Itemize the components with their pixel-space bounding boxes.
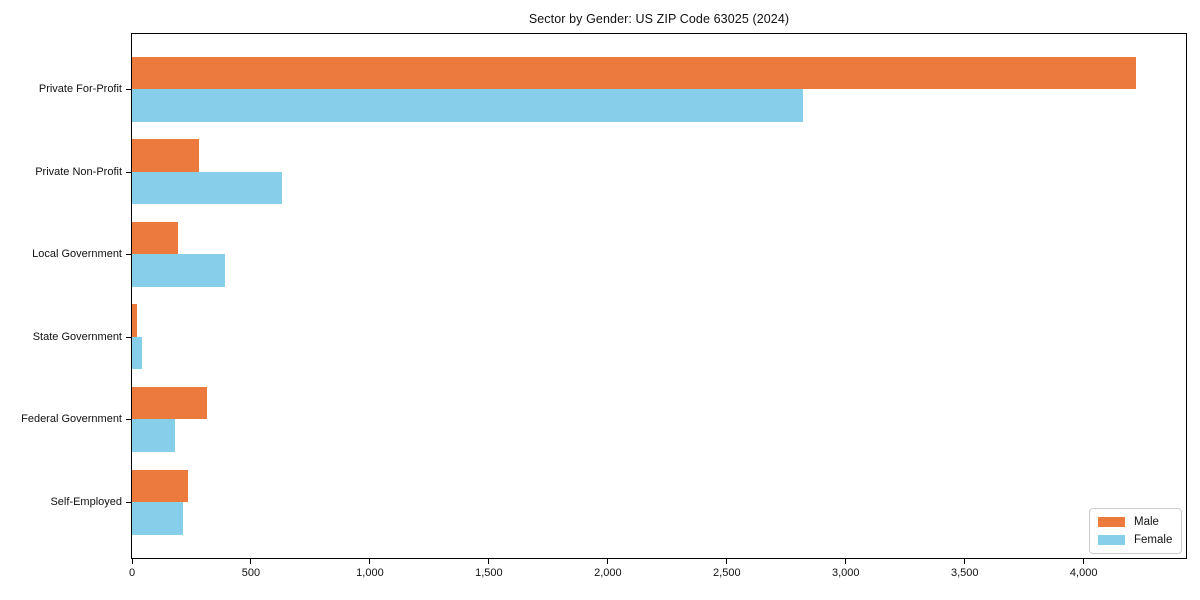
- male-swatch-icon: [1098, 517, 1125, 527]
- x-tick-label: 1,500: [475, 567, 503, 579]
- y-tick-mark: [126, 502, 132, 503]
- bar-female-federal-government: [132, 419, 175, 452]
- x-tick-mark: [131, 558, 133, 564]
- y-axis-label-self-employed: Self-Employed: [50, 496, 122, 508]
- bar-female-private-non-profit: [132, 171, 282, 205]
- x-tick-label: 1,000: [356, 567, 384, 579]
- y-tick-mark: [126, 89, 132, 90]
- legend: Male Female: [1089, 508, 1183, 554]
- y-axis-label-local-government: Local Government: [32, 248, 122, 261]
- x-tick-label: 0: [128, 567, 136, 579]
- female-swatch-icon: [1098, 535, 1125, 545]
- x-tick-mark: [607, 558, 609, 564]
- bar-female-state-government: [132, 336, 142, 370]
- x-tick-mark: [845, 558, 847, 564]
- x-tick-label: 2,000: [594, 567, 622, 579]
- x-tick-mark: [726, 558, 728, 564]
- x-tick-mark: [1083, 558, 1085, 564]
- y-axis-label-federal-government: Federal Government: [21, 413, 122, 426]
- bar-female-local-government: [132, 254, 225, 287]
- bar-female-self-employed: [132, 502, 184, 535]
- bar-male-federal-government: [132, 386, 207, 420]
- x-tick-mark: [369, 558, 371, 564]
- bar-male-private-non-profit: [132, 139, 199, 172]
- x-tick-label: 500: [241, 567, 261, 579]
- chart-title: Sector by Gender: US ZIP Code 63025 (202…: [528, 12, 790, 26]
- bar-male-self-employed: [132, 469, 188, 502]
- x-tick-label: 3,500: [950, 567, 979, 579]
- legend-label-female: Female: [1134, 534, 1173, 546]
- x-tick-label: 2,500: [713, 567, 741, 579]
- y-axis-label-state-government: State Government: [32, 330, 122, 343]
- bar-male-local-government: [132, 221, 179, 255]
- x-tick-label: 4,000: [1069, 567, 1098, 579]
- y-axis-label-private-for-profit: Private For-Profit: [38, 83, 122, 95]
- legend-item-female: Female: [1098, 534, 1172, 546]
- bar-male-state-government: [132, 304, 137, 337]
- x-tick-label: 3,000: [832, 567, 860, 579]
- y-tick-mark: [126, 419, 132, 421]
- y-tick-mark: [126, 254, 132, 256]
- x-tick-mark: [488, 558, 490, 564]
- y-tick-mark: [126, 336, 132, 338]
- bar-female-private-for-profit: [132, 89, 803, 122]
- y-tick-mark: [126, 171, 132, 173]
- legend-item-male: Male: [1098, 516, 1172, 528]
- x-tick-mark: [250, 558, 252, 564]
- legend-label-male: Male: [1134, 516, 1159, 528]
- plot-area: Male Female Private For-Profit Private No…: [21, 33, 1187, 579]
- y-axis-label-private-non-profit: Private Non-Profit: [35, 165, 122, 178]
- x-tick-mark: [964, 558, 966, 564]
- bar-male-private-for-profit: [132, 56, 1137, 89]
